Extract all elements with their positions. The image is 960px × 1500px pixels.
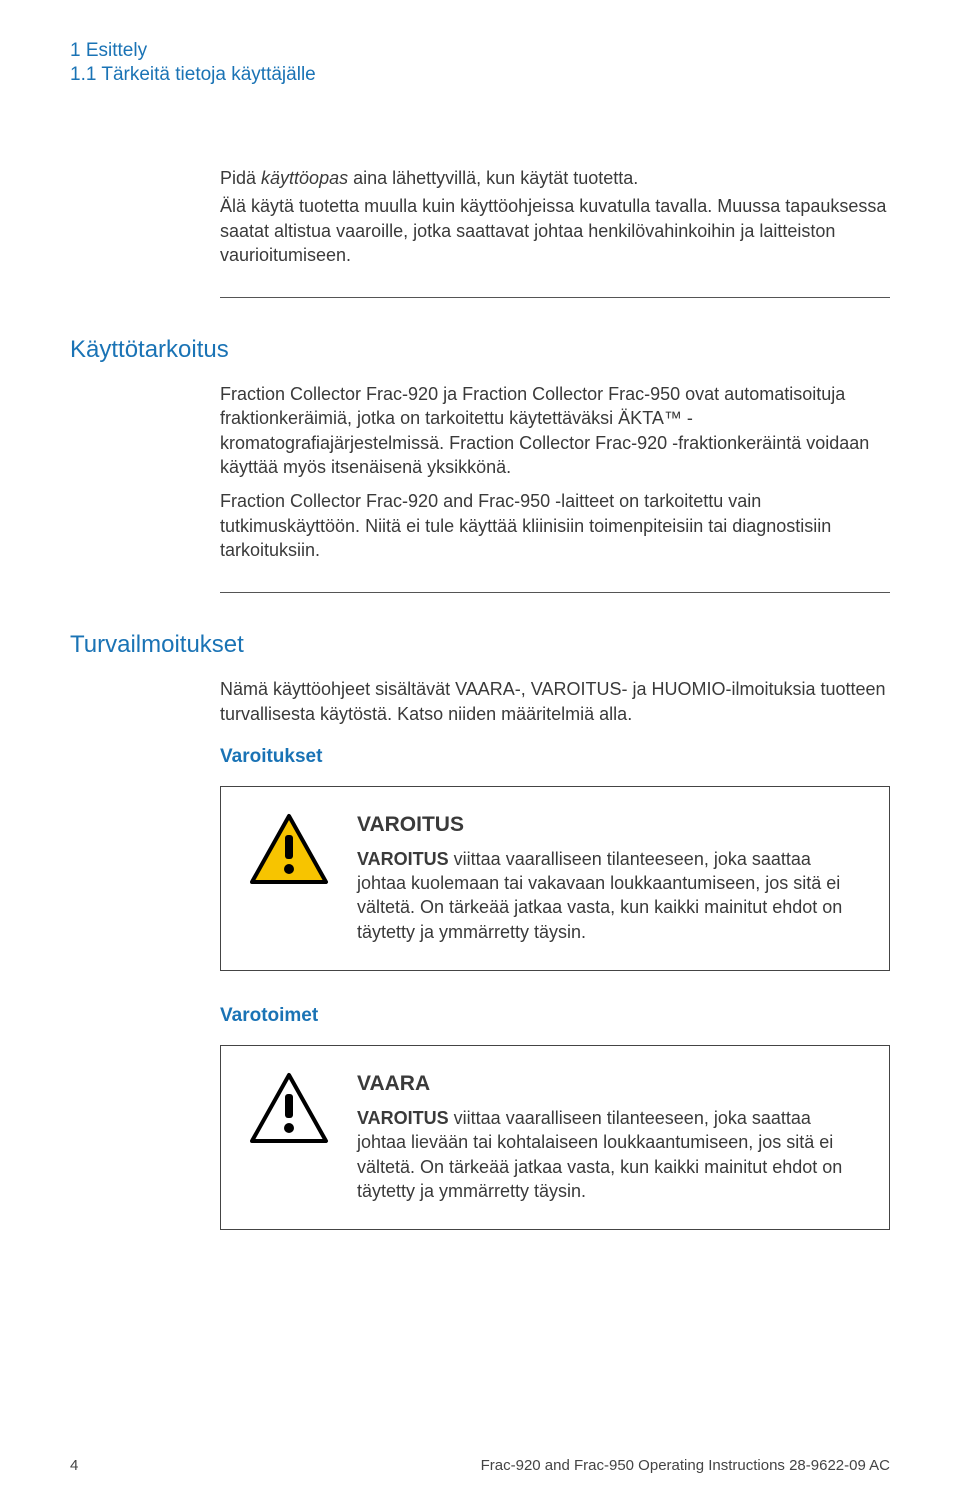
warning-triangle-icon (249, 813, 329, 890)
purpose-p2: Fraction Collector Frac-920 and Frac-950… (220, 489, 890, 562)
intro-p1: Pidä käyttöopas aina lähettyvillä, kun k… (220, 166, 890, 190)
warning-title: VAROITUS (357, 813, 861, 837)
warning-box: VAROITUS VAROITUS viittaa vaaralliseen t… (220, 786, 890, 971)
caution-box: VAARA VAROITUS viittaa vaaralliseen tila… (220, 1045, 890, 1230)
purpose-body: Fraction Collector Frac-920 ja Fraction … (220, 382, 890, 562)
intro-p1-prefix: Pidä (220, 168, 261, 188)
caution-lead: VAROITUS (357, 1108, 449, 1128)
warnings-subheading: Varoitukset (220, 746, 890, 768)
safety-intro: Nämä käyttöohjeet sisältävät VAARA-, VAR… (220, 677, 890, 726)
header-section: 1.1 Tärkeitä tietoja käyttäjälle (70, 64, 890, 86)
warning-body: VAROITUS viittaa vaaralliseen tilanteese… (357, 847, 861, 944)
intro-block: Pidä käyttöopas aina lähettyvillä, kun k… (220, 166, 890, 267)
header-chapter: 1 Esittely (70, 40, 890, 62)
caution-triangle-icon (249, 1072, 329, 1149)
caution-text: VAARA VAROITUS viittaa vaaralliseen tila… (357, 1072, 861, 1203)
safety-heading: Turvailmoitukset (70, 631, 890, 659)
intro-p1-suffix: aina lähettyvillä, kun käytät tuotetta. (348, 168, 638, 188)
intro-p2: Älä käytä tuotetta muulla kuin käyttöohj… (220, 194, 890, 267)
footer-doc: Frac-920 and Frac-950 Operating Instruct… (481, 1457, 890, 1474)
intro-p1-italic: käyttöopas (261, 168, 348, 188)
purpose-heading: Käyttötarkoitus (70, 336, 890, 364)
purpose-p1: Fraction Collector Frac-920 ja Fraction … (220, 382, 890, 479)
footer: 4 Frac-920 and Frac-950 Operating Instru… (70, 1457, 890, 1474)
warning-lead: VAROITUS (357, 849, 449, 869)
divider (220, 592, 890, 593)
caution-title: VAARA (357, 1072, 861, 1096)
divider (220, 297, 890, 298)
safety-intro-text: Nämä käyttöohjeet sisältävät VAARA-, VAR… (220, 677, 890, 726)
page-number: 4 (70, 1457, 78, 1474)
caution-body: VAROITUS viittaa vaaralliseen tilanteese… (357, 1106, 861, 1203)
cautions-subheading: Varotoimet (220, 1005, 890, 1027)
warning-text: VAROITUS VAROITUS viittaa vaaralliseen t… (357, 813, 861, 944)
